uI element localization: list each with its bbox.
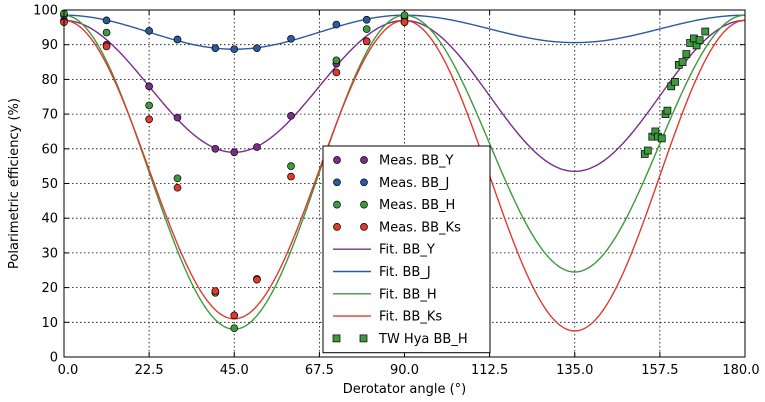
y-tick-label: 20 <box>41 281 58 296</box>
data-point-j <box>173 35 182 44</box>
data-point-ks <box>253 275 261 284</box>
data-point-y <box>211 144 220 153</box>
data-point-h <box>102 28 111 37</box>
data-point-ks <box>145 115 153 124</box>
y-tick-label: 0 <box>50 351 58 366</box>
data-point-j <box>102 16 111 25</box>
x-tick-label: 22.5 <box>135 363 164 378</box>
legend-marker-tw-hya <box>332 334 341 343</box>
data-point-j <box>362 15 371 24</box>
y-tick-label: 60 <box>41 142 58 157</box>
data-point-ks <box>332 68 341 77</box>
data-point-h <box>287 162 295 170</box>
data-point-ks <box>400 18 409 26</box>
legend-marker-h <box>360 200 368 209</box>
data-point-ks <box>230 311 239 320</box>
legend-marker-ks <box>333 223 341 231</box>
legend-label: Fit. BB_H <box>379 287 437 302</box>
data-point-j <box>332 20 341 29</box>
data-point-tw-hya <box>682 50 691 58</box>
data-point-y <box>287 111 295 120</box>
data-point-j <box>145 26 153 35</box>
y-tick-label: 50 <box>41 177 58 192</box>
legend-marker-tw-hya <box>359 334 368 343</box>
x-tick-label: 45.0 <box>220 363 249 378</box>
data-point-y <box>173 113 182 122</box>
legend-marker-h <box>333 200 341 209</box>
y-axis-label: Polarimetric efficiency (%) <box>7 98 22 269</box>
legend-label: TW Hya BB_H <box>378 332 468 347</box>
legend-label: Meas. BB_J <box>379 176 449 191</box>
data-points <box>60 9 710 333</box>
data-point-y <box>230 148 239 157</box>
data-point-y <box>145 82 153 91</box>
legend-label: Fit. BB_Y <box>379 243 435 258</box>
legend-label: Meas. BB_Y <box>379 154 454 169</box>
legend-label: Fit. BB_J <box>379 265 431 280</box>
data-point-h <box>230 324 239 333</box>
legend-marker-j <box>333 178 341 187</box>
y-tick-label: 30 <box>41 246 58 261</box>
legend-label: Meas. BB_H <box>379 198 455 213</box>
data-point-h <box>400 11 409 20</box>
data-point-h <box>145 101 153 110</box>
y-tick-label: 80 <box>41 73 58 88</box>
data-point-ks <box>211 287 220 295</box>
x-tick-label: 90.0 <box>390 363 419 378</box>
data-point-tw-hya <box>663 106 672 115</box>
legend-marker-j <box>360 178 368 187</box>
data-point-j <box>211 44 220 53</box>
data-point-tw-hya <box>643 146 652 155</box>
x-tick-label: 112.5 <box>471 363 508 378</box>
legend-marker-ks <box>360 223 368 231</box>
data-point-j <box>230 45 239 54</box>
data-point-j <box>253 44 261 53</box>
x-tick-label: 135.0 <box>556 363 593 378</box>
x-tick-label: 67.5 <box>305 363 334 378</box>
data-point-tw-hya <box>678 58 687 66</box>
legend-label: Fit. BB_Ks <box>379 310 442 325</box>
data-point-tw-hya <box>701 27 710 36</box>
y-tick-label: 100 <box>33 4 58 19</box>
legend: Meas. BB_Y Meas. BB_J Meas. BB_H Meas. BB_K… <box>322 145 491 354</box>
data-point-h <box>173 174 182 183</box>
legend-marker-y <box>333 156 341 164</box>
data-point-h <box>362 25 371 33</box>
plot-frame <box>63 9 746 358</box>
legend-label: Meas. BB_Ks <box>379 220 461 235</box>
y-tick-label: 40 <box>41 212 58 227</box>
data-point-ks <box>287 172 295 181</box>
y-tick-label: 70 <box>41 108 58 123</box>
data-point-y <box>253 143 261 151</box>
data-point-tw-hya <box>671 77 679 86</box>
legend-marker-y <box>360 156 368 164</box>
x-axis-label: Derotator angle (°) <box>343 382 466 397</box>
data-point-ks <box>173 183 182 192</box>
data-point-j <box>287 34 295 43</box>
data-point-h <box>332 56 341 65</box>
x-tick-label: 180.0 <box>722 363 759 378</box>
y-tick-label: 90 <box>41 38 58 53</box>
data-point-ks <box>102 42 111 51</box>
y-tick-label: 10 <box>41 316 58 331</box>
axis-ticks: 0.0 22.5 45.0 67.5 90.0 112.5 135.0 157.5 180.0 0… <box>33 4 759 379</box>
x-tick-label: 157.5 <box>641 363 678 378</box>
data-point-tw-hya <box>695 36 704 45</box>
data-point-ks <box>362 37 371 46</box>
data-point-tw-hya <box>657 134 666 143</box>
x-tick-label: 0.0 <box>58 363 79 378</box>
